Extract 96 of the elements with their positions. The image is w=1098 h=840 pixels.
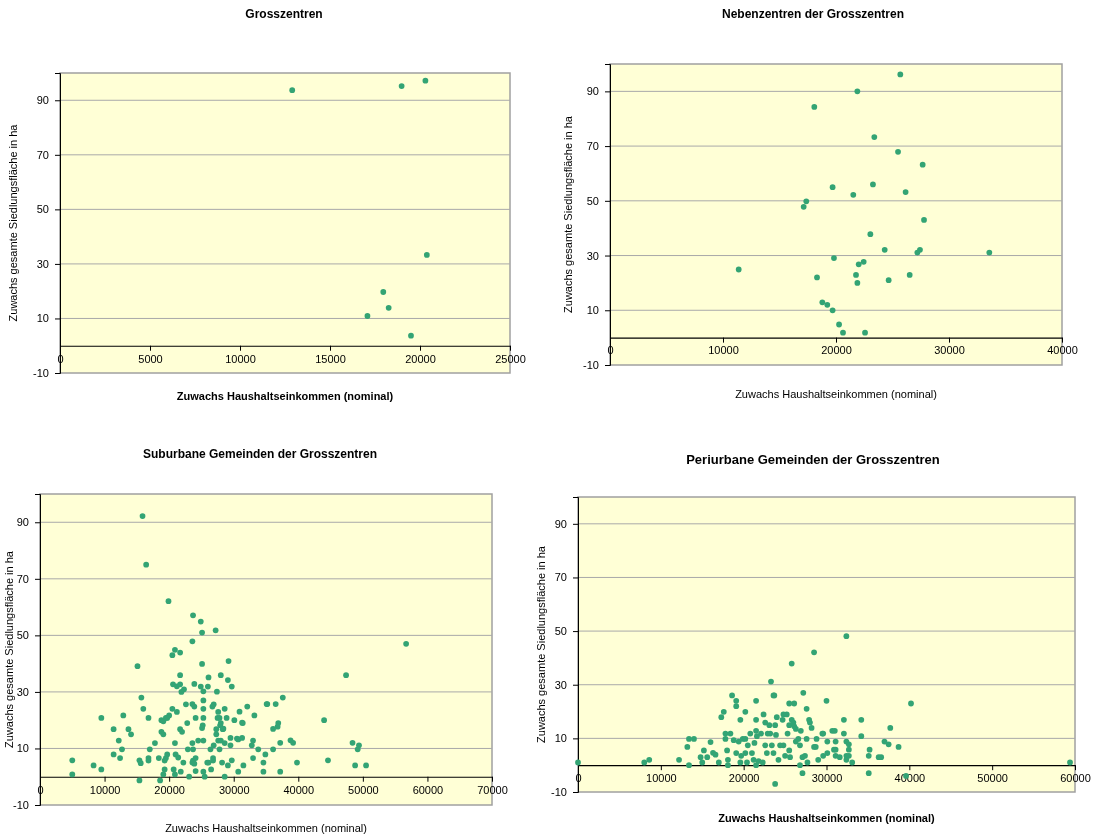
point (902, 189, 909, 195)
point (853, 272, 859, 278)
point (854, 88, 861, 95)
point (814, 274, 820, 281)
point (836, 321, 842, 328)
y-tick-label: 90 (586, 85, 599, 98)
y-tick-label: 90 (36, 94, 49, 107)
x-axis-title: Zuwachs Haushaltseinkommen (nominal) (735, 388, 937, 400)
x-tick-label: 20000 (405, 352, 436, 365)
point (380, 289, 387, 295)
y-tick-label: -10 (551, 786, 567, 799)
y-tick-label: 30 (36, 257, 49, 270)
x-tick-label: 30000 (811, 771, 843, 784)
point (289, 87, 296, 94)
y-tick-label: 70 (554, 571, 567, 584)
x-tick-label: 50000 (977, 771, 1008, 784)
x-axis-title: Zuwachs Haushaltseinkommen (nominal) (718, 812, 936, 824)
point (422, 77, 429, 84)
x-tick-label: 10000 (708, 344, 739, 357)
point (881, 246, 888, 253)
x-tick-label: 70000 (477, 783, 508, 796)
point (423, 252, 430, 258)
point (824, 301, 831, 308)
x-tick-label: 60000 (1060, 771, 1091, 784)
x-axis-title: Zuwachs Haushaltseinkommen (nominal) (165, 822, 367, 834)
y-tick-label: 10 (586, 304, 599, 317)
point (800, 203, 807, 210)
y-axis-title: Zuwachs gesamte Siedlungsfläche in ha (7, 123, 19, 322)
chart-title: Nebenzentren der Grosszentren (721, 7, 905, 21)
point (829, 184, 836, 191)
y-tick-label: 50 (554, 625, 567, 638)
y-tick-label: 70 (586, 140, 599, 153)
y-axis-title: Zuwachs gesamte Siedlungsfläche in ha (3, 550, 15, 748)
x-tick-label: 20000 (154, 783, 185, 796)
y-tick-label: 30 (586, 249, 599, 262)
point (871, 134, 878, 140)
x-tick-label: 40000 (283, 783, 315, 796)
x-tick-label: 60000 (412, 783, 444, 796)
x-tick-label: 20000 (821, 344, 852, 357)
x-tick-label: 25000 (495, 352, 526, 365)
y-tick-label: 50 (586, 194, 599, 207)
point (811, 104, 818, 110)
point (803, 198, 810, 205)
point (862, 329, 868, 336)
x-tick-label: 10000 (646, 771, 677, 784)
point (850, 191, 857, 198)
x-axis-title: Zuwachs Haushaltseinkommen (nominal) (176, 390, 394, 402)
point (885, 277, 892, 284)
x-tick-label: 10000 (225, 352, 256, 365)
chart-title: Periurbane Gemeinden der Grosszentren (686, 452, 940, 467)
point (854, 280, 861, 286)
y-tick-label: 30 (16, 685, 29, 698)
point (897, 71, 904, 78)
point (986, 249, 993, 256)
point (895, 148, 901, 155)
point (398, 83, 405, 89)
point (860, 258, 867, 265)
point (870, 181, 876, 188)
x-tick-label: 50000 (348, 783, 379, 796)
point (819, 299, 826, 306)
y-axis-title: Zuwachs gesamte Siedlungsfläche in ha (562, 115, 574, 313)
point (385, 304, 392, 311)
point (855, 261, 862, 268)
y-tick-label: 10 (36, 312, 49, 325)
y-tick-label: -10 (13, 799, 29, 812)
x-tick-label: 20000 (728, 771, 760, 784)
y-axis-title: Zuwachs gesamte Siedlungsfläche in ha (535, 545, 547, 743)
point (840, 329, 846, 336)
x-tick-label: 10000 (89, 783, 121, 796)
x-tick-label: 30000 (218, 783, 250, 796)
chart-title: Suburbane Gemeinden der Grosszentren (142, 447, 378, 461)
point (408, 332, 414, 339)
x-tick-label: 15000 (315, 352, 346, 365)
y-tick-label: -10 (583, 359, 599, 372)
point (919, 161, 926, 168)
point (921, 217, 927, 223)
y-tick-label: 70 (36, 148, 49, 161)
y-tick-label: 90 (16, 516, 29, 529)
point (735, 266, 742, 273)
y-tick-label: 10 (554, 732, 567, 745)
x-tick-label: 5000 (138, 352, 163, 365)
y-tick-label: -10 (33, 367, 49, 380)
y-tick-label: 50 (16, 629, 29, 642)
y-tick-label: 90 (554, 517, 567, 530)
chart-title: Grosszentren (245, 7, 323, 21)
y-tick-label: 10 (16, 742, 29, 755)
point (906, 272, 913, 278)
x-tick-label: 40000 (1047, 344, 1078, 357)
y-tick-label: 50 (36, 203, 49, 216)
point (829, 307, 836, 314)
y-tick-label: 30 (554, 678, 567, 691)
point (364, 313, 371, 319)
point (831, 255, 837, 261)
x-tick-label: 30000 (934, 344, 965, 357)
point (867, 231, 874, 238)
y-tick-label: 70 (16, 572, 29, 585)
